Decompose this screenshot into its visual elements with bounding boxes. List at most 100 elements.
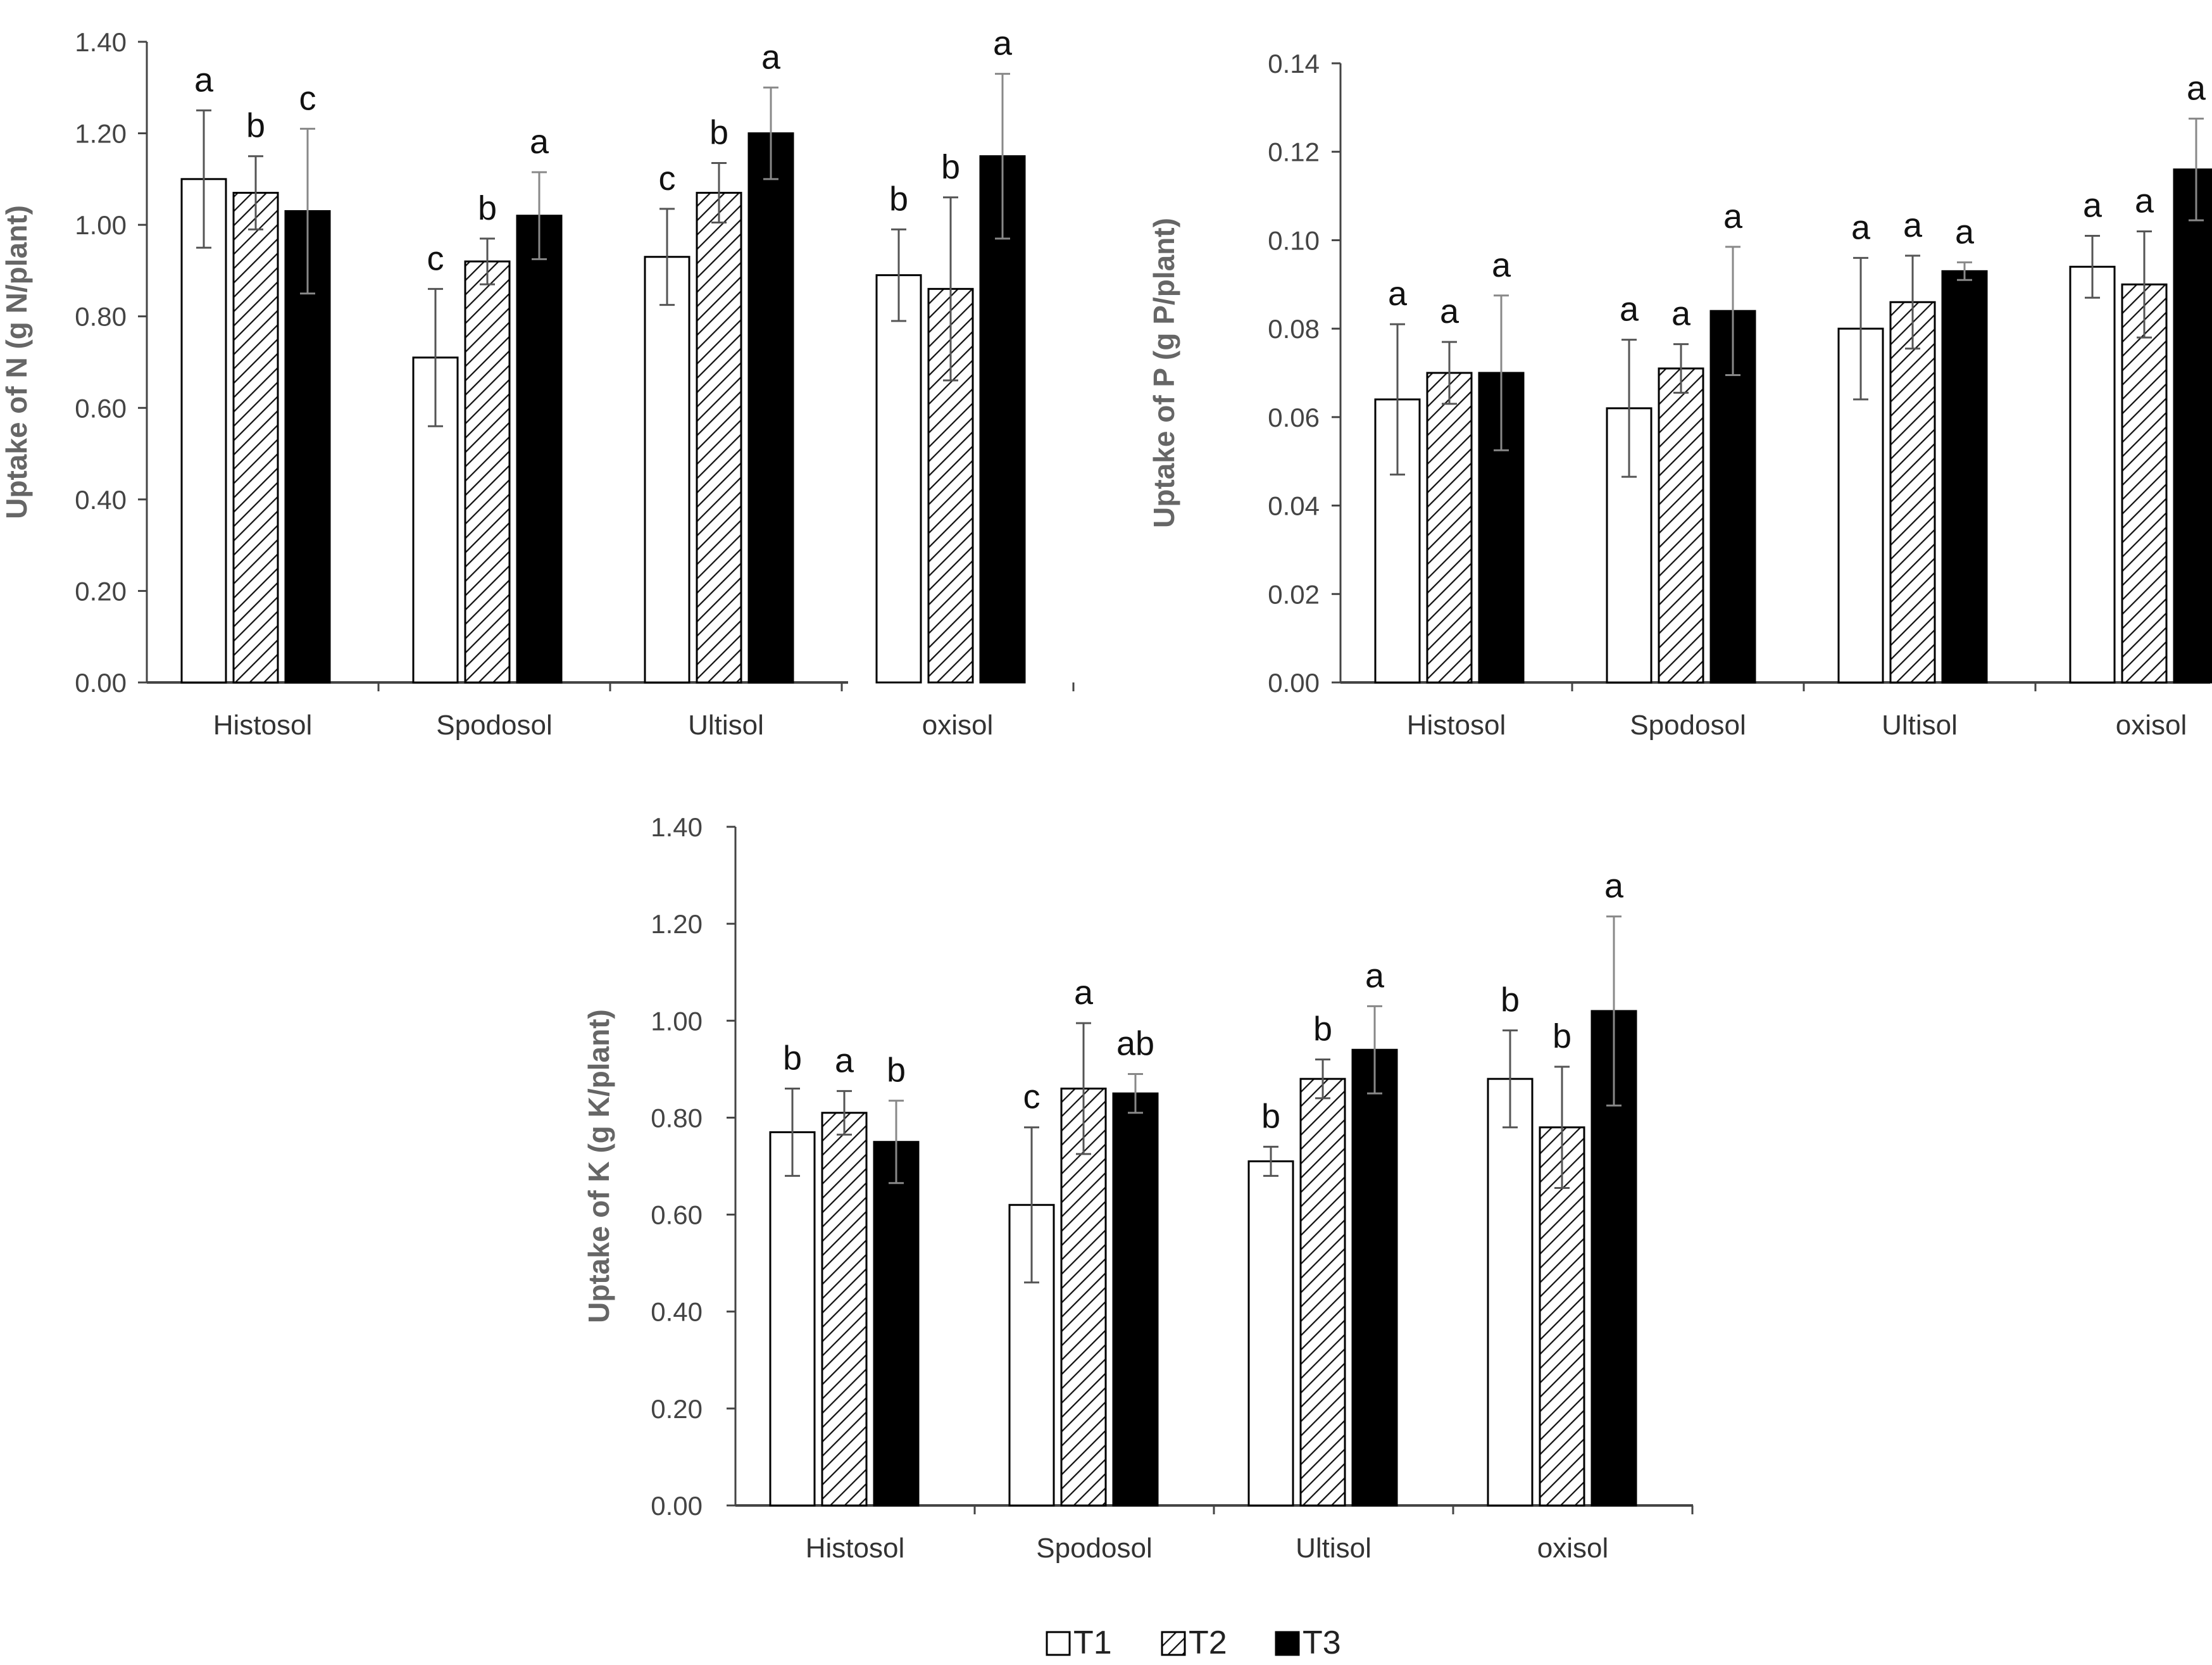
legend-swatch-t3 xyxy=(1275,1631,1300,1656)
bar-t2 xyxy=(1426,372,1473,684)
significance-letter: a xyxy=(1620,291,1639,329)
bar-t1 xyxy=(644,256,690,684)
y-tick-label: 0.06 xyxy=(1268,403,1320,432)
significance-letter: a xyxy=(993,25,1013,63)
significance-letter: a xyxy=(1365,957,1385,995)
significance-letter: a xyxy=(1604,867,1624,905)
significance-letter: b xyxy=(709,114,728,152)
x-category-label: Histosol xyxy=(1407,710,1506,741)
legend-label-t2: T2 xyxy=(1189,1624,1227,1661)
bar-t2 xyxy=(696,192,742,684)
y-tick-label: 0.00 xyxy=(651,1491,703,1521)
significance-letter: b xyxy=(889,180,908,218)
significance-letter: b xyxy=(1501,981,1520,1019)
bar-t3 xyxy=(2173,168,2212,684)
x-category-label: Spodosol xyxy=(1630,710,1746,741)
bar-t2 xyxy=(1658,367,1704,684)
bar-t2 xyxy=(1539,1126,1585,1507)
bar-t3 xyxy=(516,215,563,684)
x-category-label: Spodosol xyxy=(436,710,552,741)
significance-letter: a xyxy=(194,61,214,99)
significance-letter: a xyxy=(1388,275,1408,313)
y-tick-label: 1.40 xyxy=(75,27,127,57)
bar-t3 xyxy=(979,155,1026,684)
x-category-label: oxisol xyxy=(922,710,994,741)
y-tick-label: 0.40 xyxy=(75,485,127,515)
significance-letter: b xyxy=(1313,1010,1332,1048)
significance-letter: a xyxy=(530,123,549,161)
significance-letter: a xyxy=(1074,974,1094,1012)
chart-panel-2: 0.00 0.02 0.04 0.06 0.08 0.10 0.12 0.14 Uptake o… xyxy=(1147,49,2212,741)
bar-t2 xyxy=(1299,1078,1346,1507)
bar-t2 xyxy=(1060,1087,1107,1507)
x-category-label: Ultisol xyxy=(688,710,764,741)
significance-letter: a xyxy=(761,38,781,76)
significance-letter: b xyxy=(941,148,960,186)
x-category-label: oxisol xyxy=(1537,1533,1609,1564)
x-category-label: Histosol xyxy=(806,1533,905,1564)
legend-label-t3: T3 xyxy=(1303,1624,1341,1661)
significance-letter: a xyxy=(1723,198,1743,236)
bar-t2 xyxy=(464,260,511,684)
bar-t1 xyxy=(769,1131,816,1507)
significance-letter: a xyxy=(1955,213,1975,251)
significance-letter: a xyxy=(1851,208,1871,246)
chart-panel-3: 0.00 0.20 0.40 0.60 0.80 1.00 1.20 1.40 Uptake o… xyxy=(582,812,1694,1564)
significance-letter: b xyxy=(783,1039,802,1077)
y-axis-title: Uptake of P (g P/plant) xyxy=(1147,218,1180,528)
legend: T1 T2 T3 xyxy=(1046,1624,1341,1661)
significance-letter: a xyxy=(1492,246,1511,284)
legend-label-t1: T1 xyxy=(1073,1624,1112,1661)
y-tick-label: 0.80 xyxy=(75,302,127,332)
y-tick-label: 1.00 xyxy=(75,210,127,240)
y-tick-label: 0.00 xyxy=(75,668,127,698)
legend-swatch-t2 xyxy=(1161,1631,1186,1656)
y-tick-label: 0.60 xyxy=(75,393,127,423)
bar-t2 xyxy=(232,192,279,684)
bar-t2 xyxy=(2121,283,2168,684)
significance-letter: ab xyxy=(1116,1025,1154,1063)
bar-t1 xyxy=(875,274,922,684)
x-category-label: oxisol xyxy=(2116,710,2187,741)
bar-t2 xyxy=(1889,301,1936,684)
bar-t3 xyxy=(873,1141,920,1507)
significance-letter: a xyxy=(1671,295,1691,333)
significance-letter: a xyxy=(2187,69,2206,107)
bar-t1 xyxy=(1487,1078,1534,1507)
chart-panel-1: 0.00 0.20 0.40 0.60 0.80 1.00 1.20 1.40 Uptake o… xyxy=(0,25,1075,741)
significance-letter: b xyxy=(1261,1097,1280,1135)
x-category-label: Ultisol xyxy=(1296,1533,1372,1564)
significance-letter: b xyxy=(887,1052,906,1090)
significance-letter: a xyxy=(835,1041,854,1079)
y-tick-label: 0.80 xyxy=(651,1103,703,1133)
y-axis-title: Uptake of K (g K/plant) xyxy=(582,1009,615,1323)
y-tick-label: 0.08 xyxy=(1268,314,1320,344)
y-tick-label: 1.00 xyxy=(651,1006,703,1036)
x-category-label: Ultisol xyxy=(1882,710,1958,741)
significance-letter: c xyxy=(299,79,316,117)
y-tick-label: 0.02 xyxy=(1268,579,1320,609)
y-tick-label: 0.20 xyxy=(651,1394,703,1424)
bar-t3 xyxy=(1112,1092,1159,1507)
significance-letter: c xyxy=(659,160,676,198)
x-category-label: Histosol xyxy=(213,710,313,741)
bar-t2 xyxy=(821,1112,868,1507)
bar-t3 xyxy=(747,132,794,684)
significance-letter: a xyxy=(2135,182,2154,220)
significance-letter: b xyxy=(246,107,265,145)
bar-t1 xyxy=(2069,265,2116,684)
bar-t3 xyxy=(1351,1048,1398,1507)
y-tick-label: 0.10 xyxy=(1268,225,1320,255)
y-tick-label: 0.40 xyxy=(651,1297,703,1327)
significance-letter: a xyxy=(1440,292,1459,330)
y-tick-label: 1.20 xyxy=(651,909,703,939)
y-tick-label: 0.04 xyxy=(1268,491,1320,521)
bar-t1 xyxy=(180,178,227,684)
significance-letter: c xyxy=(1023,1078,1040,1116)
legend-swatch-t1 xyxy=(1046,1631,1071,1656)
y-tick-label: 1.20 xyxy=(75,119,127,149)
y-tick-label: 0.60 xyxy=(651,1200,703,1230)
x-category-label: Spodosol xyxy=(1036,1533,1152,1564)
y-tick-label: 1.40 xyxy=(651,812,703,842)
